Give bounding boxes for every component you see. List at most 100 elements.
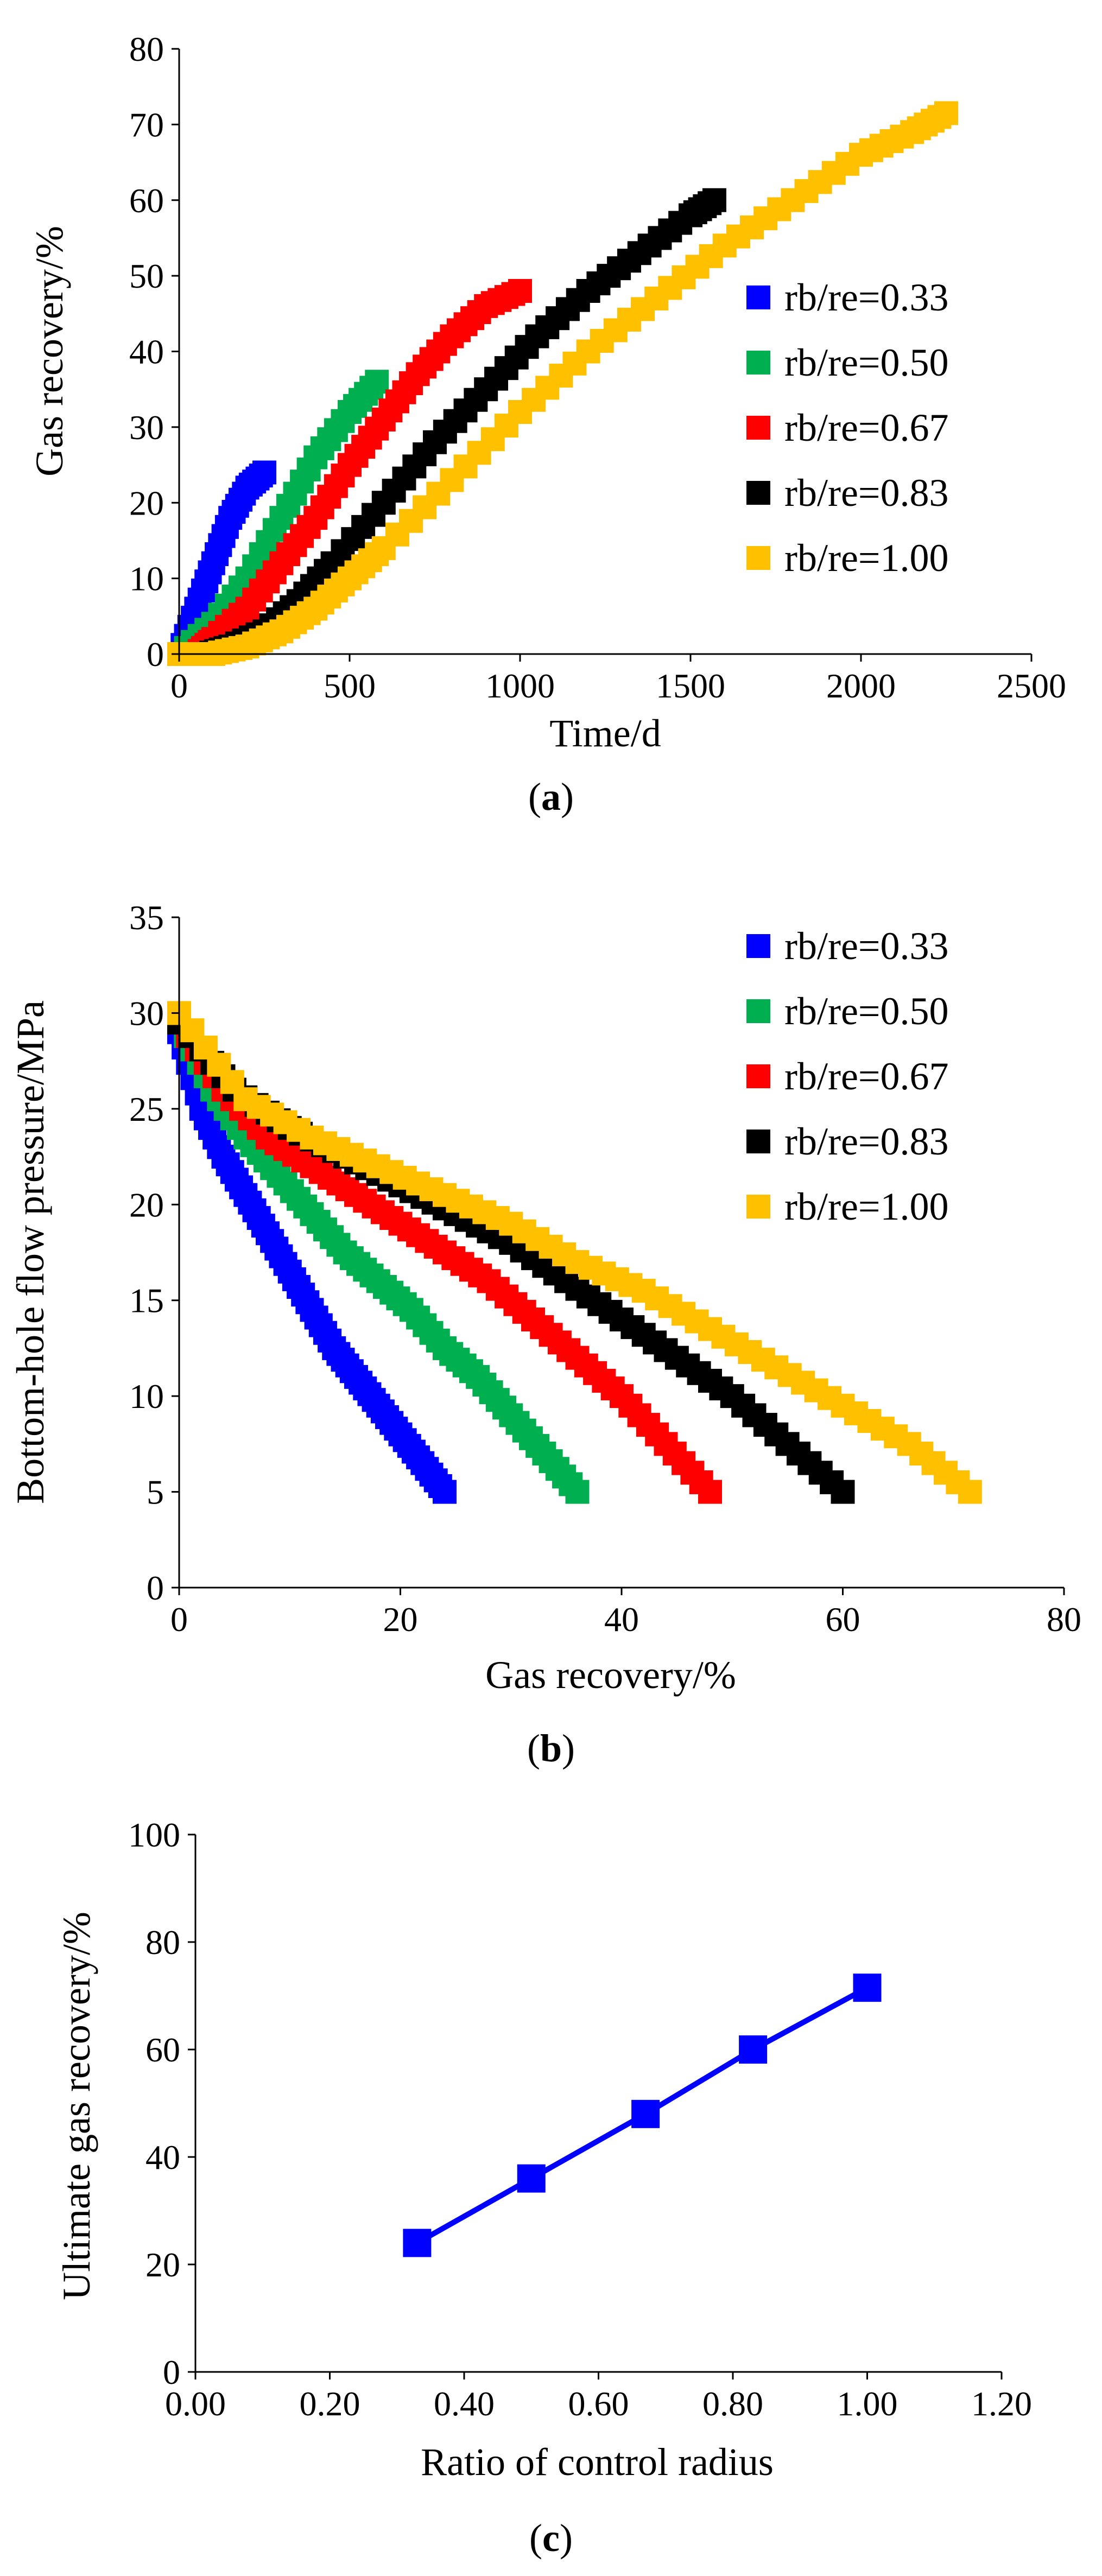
x-tick-label: 2500 xyxy=(997,667,1066,705)
y-tick-label: 80 xyxy=(145,1923,180,1962)
y-tick-label: 80 xyxy=(129,30,164,68)
y-tick-label: 20 xyxy=(145,2245,180,2284)
data-point xyxy=(958,1480,982,1504)
caption-open-paren: ( xyxy=(528,775,541,819)
legend-swatch xyxy=(746,481,770,505)
data-point xyxy=(698,1480,722,1504)
data-point xyxy=(365,370,389,394)
legend-swatch xyxy=(746,1064,770,1088)
caption-open-paren: ( xyxy=(527,1727,540,1770)
y-tick-label: 0 xyxy=(147,1569,164,1607)
legend-label: rb/re=1.00 xyxy=(784,1185,949,1228)
data-point xyxy=(853,1974,882,2002)
data-point xyxy=(565,1480,590,1504)
y-tick-label: 70 xyxy=(129,105,164,144)
caption-open-paren: ( xyxy=(529,2516,542,2560)
x-tick-label: 1500 xyxy=(656,667,725,705)
y-tick-label: 20 xyxy=(129,1185,164,1224)
y-tick-label: 60 xyxy=(129,181,164,220)
data-point xyxy=(739,2035,768,2064)
chart-panel-b: 0 5 10 15 20 25 30 35 0 20 40 60 80 Gas recovery/% B… xyxy=(9,898,1081,1770)
x-tick-label: 80 xyxy=(1047,1600,1081,1639)
y-tick-label: 60 xyxy=(145,2031,180,2069)
legend-label: rb/re=0.33 xyxy=(784,276,949,319)
legend-swatch xyxy=(746,351,770,375)
y-tick-label: 0 xyxy=(163,2353,180,2391)
x-tick-label: 2000 xyxy=(826,667,896,705)
x-tick-label: 20 xyxy=(383,1600,418,1639)
x-tick-label: 60 xyxy=(826,1600,860,1639)
x-tick-label: 0 xyxy=(170,1600,188,1639)
y-tick-label: 5 xyxy=(147,1473,164,1512)
data-point xyxy=(508,279,532,303)
caption-letter: a xyxy=(541,775,561,819)
panel-caption: (b) xyxy=(527,1727,575,1770)
x-tick-label: 500 xyxy=(324,667,376,705)
y-tick-label: 100 xyxy=(128,1816,180,1854)
tick-labels: 0 20 40 60 80 100 0.00 0.20 0.40 0.60 0.80 1.00 1.20 xyxy=(128,1816,1032,2423)
y-tick-label: 15 xyxy=(129,1281,164,1320)
x-tick-label: 40 xyxy=(604,1600,639,1639)
legend-swatch xyxy=(746,999,770,1023)
tick-labels: 0 10 20 30 40 50 60 70 80 0 500 1000 1500 2000 2500 xyxy=(129,30,1066,705)
y-tick-label: 50 xyxy=(129,257,164,295)
x-tick-label: 0 xyxy=(170,667,188,705)
x-tick-label: 1.20 xyxy=(971,2384,1032,2423)
x-axis-title: Ratio of control radius xyxy=(421,2440,774,2484)
x-axis-title: Time/d xyxy=(549,712,661,755)
y-axis-title: Ultimate gas recovery/% xyxy=(55,1912,98,2300)
data-point xyxy=(702,188,726,212)
legend-label: rb/re=0.50 xyxy=(784,989,949,1033)
legend-label: rb/re=0.50 xyxy=(784,341,949,384)
legend-label: rb/re=0.83 xyxy=(784,1120,949,1163)
x-tick-label: 0.20 xyxy=(300,2384,360,2423)
series-marks xyxy=(403,1974,882,2257)
panel-caption: (a) xyxy=(528,775,574,819)
panel-caption: (c) xyxy=(529,2516,573,2560)
data-point xyxy=(517,2164,546,2193)
x-tick-label: 1.00 xyxy=(837,2384,898,2423)
legend-swatch xyxy=(746,416,770,440)
y-tick-label: 35 xyxy=(129,898,164,937)
x-axis-title: Gas recovery/% xyxy=(485,1653,736,1697)
x-tick-label: 0.80 xyxy=(702,2384,763,2423)
legend-swatch xyxy=(746,285,770,309)
y-tick-label: 25 xyxy=(129,1090,164,1128)
y-axis-title: Bottom-hole flow pressure/MPa xyxy=(9,1000,52,1504)
y-tick-label: 20 xyxy=(129,484,164,522)
y-tick-label: 10 xyxy=(129,560,164,598)
y-tick-label: 40 xyxy=(129,333,164,371)
x-tick-label: 0.60 xyxy=(568,2384,629,2423)
data-point xyxy=(831,1480,855,1504)
y-tick-label: 30 xyxy=(129,994,164,1032)
y-tick-label: 0 xyxy=(147,635,164,674)
legend-swatch xyxy=(746,1130,770,1153)
legend: rb/re=0.33 rb/re=0.50 rb/re=0.67 rb/re=0.83… xyxy=(746,276,949,580)
tick-labels: 0 5 10 15 20 25 30 35 0 20 40 60 80 xyxy=(129,898,1081,1639)
data-point xyxy=(631,2099,660,2128)
chart-panel-a: 0 10 20 30 40 50 60 70 80 0 500 1000 1500 2000 2500 Ti… xyxy=(28,30,1066,819)
legend-swatch xyxy=(746,546,770,570)
legend-label: rb/re=0.67 xyxy=(784,406,949,449)
legend-label: rb/re=0.83 xyxy=(784,471,949,515)
x-tick-label: 0.00 xyxy=(165,2384,226,2423)
y-tick-label: 40 xyxy=(145,2138,180,2177)
legend-label: rb/re=0.67 xyxy=(784,1055,949,1098)
legend: rb/re=0.33 rb/re=0.50 rb/re=0.67 rb/re=0.83… xyxy=(746,924,949,1228)
legend-swatch xyxy=(746,1195,770,1219)
x-tick-label: 0.40 xyxy=(434,2384,495,2423)
series-marks xyxy=(167,1001,982,1504)
chart-panel-c: 0 20 40 60 80 100 0.00 0.20 0.40 0.60 0.80 1.00 1.20… xyxy=(55,1816,1032,2560)
data-point xyxy=(403,2229,432,2257)
legend-label: rb/re=1.00 xyxy=(784,536,949,580)
legend-label: rb/re=0.33 xyxy=(784,924,949,968)
data-point xyxy=(934,101,958,125)
y-axis-title: Gas recovery/% xyxy=(28,226,71,477)
data-point xyxy=(433,1480,457,1504)
caption-letter: c xyxy=(542,2516,560,2560)
caption-close-paren: ) xyxy=(562,1727,575,1770)
caption-close-paren: ) xyxy=(561,775,574,819)
legend-swatch xyxy=(746,934,770,958)
y-tick-label: 30 xyxy=(129,408,164,447)
